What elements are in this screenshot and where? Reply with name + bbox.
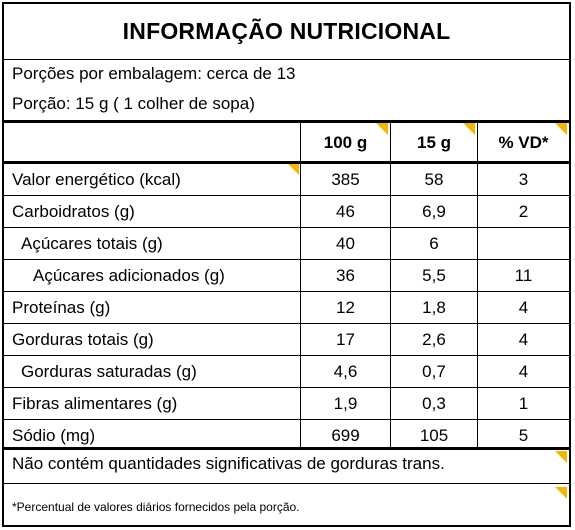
row-divider: [4, 227, 569, 228]
value-per-100g: 36: [336, 265, 355, 285]
value-per-portion: 6: [429, 233, 439, 253]
nutrient-label: Açúcares adicionados (g): [33, 265, 225, 285]
row-divider: [4, 419, 569, 420]
value-per-100g: 46: [336, 201, 355, 221]
trans-fat-note: Não contém quantidades significativas de…: [12, 454, 445, 473]
value-per-portion: 1,8: [422, 297, 446, 317]
nutrient-label: Fibras alimentares (g): [12, 393, 178, 413]
corner-marker: [287, 163, 299, 175]
daily-value-percent: 4: [518, 361, 529, 381]
value-per-portion: 0,7: [422, 361, 446, 381]
value-per-portion: 0,3: [422, 393, 446, 413]
value-per-100g: 40: [336, 233, 355, 253]
corner-marker: [376, 123, 388, 135]
corner-marker: [555, 451, 567, 463]
value-per-100g: 17: [336, 329, 355, 349]
value-per-100g: 12: [336, 297, 355, 317]
nutrient-label: Sódio (mg): [12, 425, 96, 445]
serving-size: Porção: 15 g ( 1 colher de sopa): [12, 94, 255, 113]
nutrient-label: Valor energético (kcal): [12, 169, 181, 189]
value-per-portion: 5,5: [422, 265, 446, 285]
footnote-rule: [4, 483, 569, 484]
nutrient-label: Gorduras saturadas (g): [21, 361, 197, 381]
nutrient-label: Açúcares totais (g): [21, 233, 163, 253]
column-divider: [300, 120, 301, 447]
daily-value-percent: 11: [514, 265, 533, 285]
table-bottom-rule: [4, 447, 569, 450]
value-per-portion: 58: [424, 169, 444, 189]
corner-marker: [555, 487, 567, 499]
row-divider: [4, 323, 569, 324]
daily-value-percent: 2: [518, 201, 529, 221]
row-divider: [4, 291, 569, 292]
row-divider: [4, 195, 569, 196]
title-divider: [4, 59, 569, 60]
daily-value-percent: 5: [518, 425, 529, 445]
daily-value-percent: 4: [518, 329, 529, 349]
header-100g: 100 g: [323, 133, 368, 152]
corner-marker: [555, 123, 567, 135]
column-divider: [390, 120, 391, 447]
nutrient-label: Gorduras totais (g): [12, 329, 154, 349]
panel-title: INFORMAÇÃO NUTRICIONAL: [122, 18, 451, 44]
value-per-100g: 385: [331, 169, 360, 189]
header-top-rule: [4, 120, 569, 123]
daily-value-percent: [478, 228, 569, 259]
daily-value-percent: 1: [518, 393, 529, 413]
row-divider: [4, 259, 569, 260]
daily-value-percent: 4: [518, 297, 529, 317]
servings-per-package: Porções por embalagem: cerca de 13: [12, 64, 296, 83]
nutrient-label: Proteínas (g): [12, 297, 111, 317]
row-divider: [4, 355, 569, 356]
value-per-100g: 1,9: [333, 393, 358, 413]
footnote: *Percentual de valores diários fornecido…: [12, 500, 300, 514]
value-per-portion: 6,9: [422, 201, 446, 221]
nutrient-label: Carboidratos (g): [12, 201, 135, 221]
daily-value-percent: 3: [518, 169, 529, 189]
value-per-100g: 4,6: [333, 361, 358, 381]
header-vd: % VD*: [498, 133, 549, 152]
value-per-portion: 2,6: [422, 329, 446, 349]
value-per-portion: 105: [419, 425, 449, 445]
value-per-100g: 699: [331, 425, 360, 445]
column-divider: [477, 120, 478, 447]
header-portion: 15 g: [416, 133, 452, 152]
corner-marker: [463, 123, 475, 135]
header-bottom-rule: [4, 161, 569, 164]
row-divider: [4, 387, 569, 388]
